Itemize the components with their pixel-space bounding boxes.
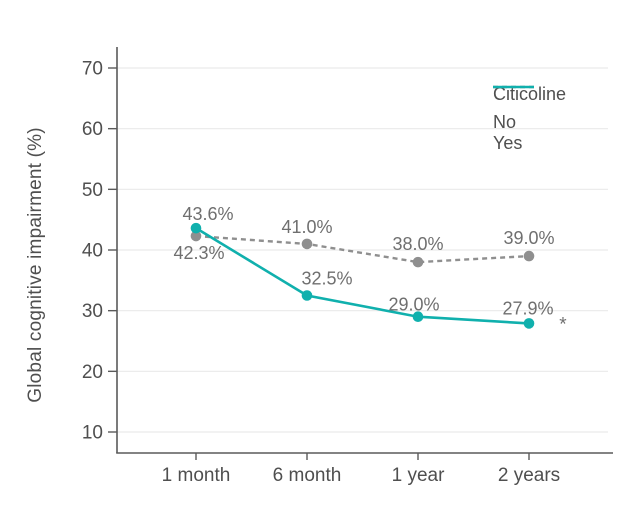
legend-label-yes: Yes (493, 133, 523, 153)
series-line-yes (195, 227, 530, 325)
data-label: 38.0% (392, 234, 443, 254)
significance-asterisk: * (559, 314, 567, 335)
y-tick-label: 20 (82, 362, 103, 383)
legend-item-no: No (493, 85, 566, 133)
x-tick-label: 2 years (498, 465, 560, 486)
y-tick-label: 60 (82, 119, 103, 140)
data-point-no (412, 256, 424, 268)
y-tick-label: 50 (82, 180, 103, 201)
legend-label-no: No (493, 112, 517, 132)
x-tick-label: 1 month (162, 465, 231, 486)
data-label: 41.0% (281, 217, 332, 237)
y-tick-label: 10 (82, 423, 103, 444)
data-label: 39.0% (503, 228, 554, 248)
data-point-yes (190, 222, 202, 234)
data-label: 32.5% (301, 269, 352, 289)
data-point-no (523, 250, 535, 262)
data-point-yes (412, 311, 424, 323)
x-tick-label: 6 month (273, 465, 342, 486)
data-label: 43.6% (182, 204, 233, 224)
data-point-yes (523, 318, 535, 329)
data-label: 42.3% (173, 243, 224, 263)
legend-item-yes: Yes (493, 85, 566, 154)
y-tick-label: 30 (82, 301, 103, 322)
y-axis-title: Global cognitive impairment (%) (25, 127, 46, 403)
data-label: 27.9% (502, 298, 553, 318)
data-point-no (190, 230, 202, 242)
solid-line-swatch-icon (493, 85, 534, 89)
chart-legend: Citicoline No Yes (493, 84, 566, 154)
data-label: 29.0% (388, 295, 439, 315)
x-tick-label: 1 year (392, 465, 445, 486)
series-line-no (195, 234, 530, 264)
data-point-no (301, 238, 313, 250)
y-tick-label: 40 (82, 241, 103, 262)
data-point-yes (301, 290, 313, 301)
y-tick-label: 70 (82, 59, 103, 80)
legend-title: Citicoline (493, 84, 567, 104)
